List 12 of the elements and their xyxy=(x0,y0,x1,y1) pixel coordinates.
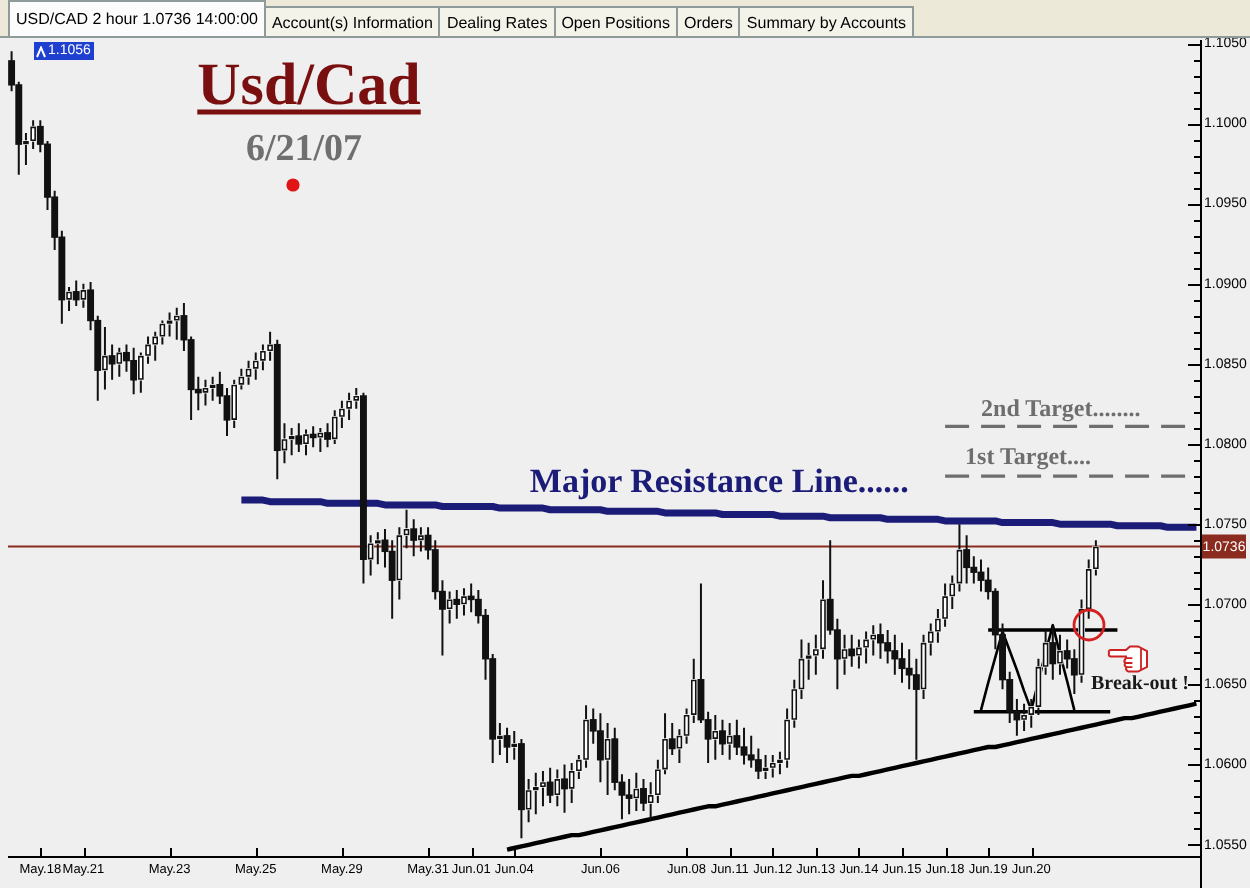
chart-title: Usd/Cad xyxy=(197,52,422,118)
annotation: Break-out ! xyxy=(1091,673,1189,696)
text: USD/CAD 2 hour 1.0736 14:00:00 xyxy=(8,0,266,36)
series-label: 1st Target.... xyxy=(965,442,1092,471)
text: Dealing Rates xyxy=(438,6,556,36)
series-label: Major Resistance Line...... xyxy=(529,462,909,501)
text: Orders xyxy=(675,6,741,36)
text: Account(s) Information xyxy=(263,6,441,36)
text: 6/21/07 xyxy=(245,128,364,170)
text: Summary by Accounts xyxy=(738,6,915,36)
text: Open Positions xyxy=(553,6,678,36)
series-label: 2nd Target........ xyxy=(981,394,1141,423)
